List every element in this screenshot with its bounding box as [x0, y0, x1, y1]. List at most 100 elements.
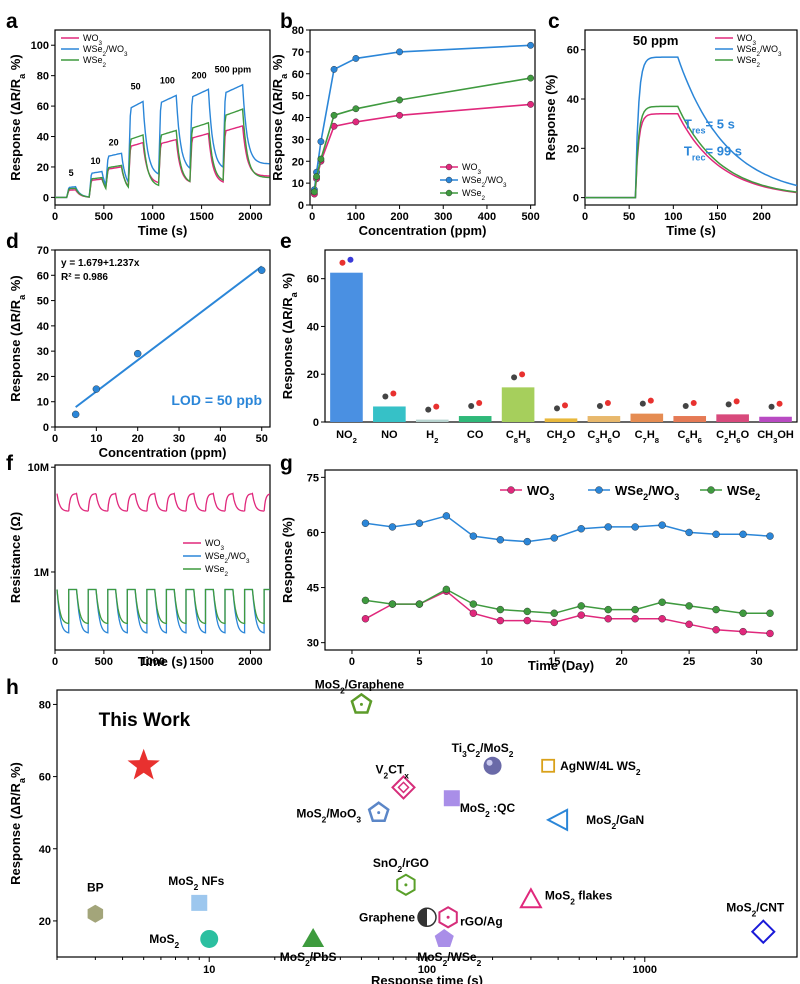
molecule-icon: [339, 259, 346, 266]
molecule-icon: [511, 374, 518, 381]
data-point: [317, 155, 325, 163]
data-point: [469, 532, 478, 540]
y-axis-label: Resistance (Ω): [8, 512, 23, 603]
y-tick-label: 0: [313, 417, 319, 429]
x-axis-label: Time (s): [666, 223, 716, 238]
category-label: CH2O: [547, 429, 576, 445]
x-tick-label: 30: [750, 656, 762, 668]
data-point: [71, 410, 80, 419]
panel-h: 10 100 1000 20 40 60 80 Response (ΔR/Ra%) Respon…: [6, 676, 798, 984]
data-point: [658, 598, 666, 606]
data-point: [352, 105, 360, 113]
this-work-marker: [127, 748, 160, 780]
y-tick-label: 100: [31, 40, 49, 52]
mos2-moo3-marker: [367, 801, 390, 823]
data-point: [631, 605, 639, 614]
legend-marker: [445, 163, 453, 171]
series-line: [55, 108, 270, 199]
data-point: [352, 118, 360, 126]
series-line: [56, 492, 271, 512]
data-point: [523, 616, 531, 625]
legend-label: WSe2: [83, 55, 107, 69]
bar-c7h8: [630, 413, 664, 422]
data-point: [388, 523, 397, 531]
fit-equation: y = 1.679+1.237x: [61, 258, 140, 269]
panel-c: 0 50 100 150 200 0 20 40 60 Response (%) Time (s) c…: [543, 10, 798, 238]
plot-frame: [54, 249, 271, 428]
x-tick-label: 200: [390, 211, 408, 223]
panel-e: 0 20 40 60 Response (ΔR/Ra %) e NO2 NO H2 CO C8H8 C…: [280, 230, 798, 445]
data-point: [712, 626, 720, 634]
x-axis-label: Time (s): [138, 654, 188, 669]
data-point: [523, 537, 531, 546]
agnw-4l-ws2-marker: [541, 758, 556, 773]
lod-label: LOD = 50 ppb: [171, 392, 262, 408]
concentration-label: 50: [131, 81, 141, 91]
y-tick-label: 80: [37, 71, 49, 83]
response-time-label: Tres= 5 s: [684, 117, 735, 136]
concentration-label: 500 ppm: [215, 65, 252, 75]
y-tick-label: 20: [567, 143, 579, 155]
y-tick-label: 80: [39, 699, 51, 711]
molecule-icon: [554, 405, 560, 412]
category-label: NO2: [336, 429, 357, 445]
bar-c3h6o: [587, 416, 621, 422]
rgo-ag-marker: [446, 915, 450, 919]
molecule-icon: [639, 400, 646, 407]
category-label: C7H8: [635, 429, 660, 445]
x-tick-label: 0: [52, 656, 58, 668]
point-label: MoS2/MoO3: [296, 807, 361, 825]
x-tick-label: 200: [752, 211, 770, 223]
data-point: [577, 525, 585, 533]
x-axis-label: Time (s): [138, 223, 188, 238]
legend-label: WSe2/WO3: [615, 483, 679, 502]
concentration-label: 5: [69, 168, 74, 178]
x-tick-label: 150: [708, 211, 726, 223]
data-point: [415, 600, 424, 608]
plot-frame: [324, 249, 798, 423]
y-tick-label: 40: [307, 321, 319, 333]
y-tick-label: 10: [292, 178, 304, 190]
panel-letter: e: [280, 230, 292, 253]
y-tick-label: 1M: [34, 567, 49, 579]
data-point: [631, 615, 639, 623]
category-label: CO: [467, 429, 484, 441]
panel-letter: f: [6, 452, 14, 475]
data-point: [330, 111, 338, 119]
x-tick-label: 1000: [140, 211, 164, 223]
y-tick-label: 20: [37, 371, 49, 383]
y-tick-label: 60: [37, 101, 49, 113]
y-axis-label: Response (ΔR/Ra%): [8, 762, 27, 885]
point-label: MoS2/GaN: [586, 813, 644, 831]
legend-marker: [507, 486, 515, 494]
gas-concentration-label: 50 ppm: [633, 33, 679, 48]
molecule-icon: [390, 390, 397, 397]
mos2-nfs-marker: [191, 894, 208, 911]
molecule-icon: [562, 402, 568, 409]
x-tick-label: 0: [309, 211, 315, 223]
data-point: [604, 615, 612, 623]
category-label: NO: [381, 429, 398, 441]
x-tick-label: 1000: [633, 964, 657, 976]
point-label: MoS2/WSe2: [417, 950, 481, 968]
x-axis-label: Concentration (ppm): [99, 445, 227, 460]
data-point: [658, 615, 666, 623]
data-point: [469, 609, 478, 617]
data-point: [258, 266, 266, 274]
data-point: [658, 521, 666, 529]
molecule-icon: [604, 400, 611, 407]
y-tick-label: 30: [37, 346, 49, 358]
panel-f: 0 500 1000 1500 2000 1M 10M Resistance (Ω) Time …: [6, 452, 271, 669]
y-tick-label: 60: [292, 69, 304, 81]
x-tick-label: 500: [95, 211, 113, 223]
y-axis-label: Response (ΔR/Ra %): [280, 273, 299, 399]
point-label: BP: [87, 881, 104, 895]
x-tick-label: 5: [416, 656, 422, 668]
data-point: [712, 530, 720, 538]
y-axis-label: Response (ΔR/Ra %): [8, 54, 27, 180]
molecule-icon: [647, 397, 654, 404]
panel-letter: g: [280, 452, 293, 475]
legend-label: WSe2/WO3: [205, 551, 250, 565]
molecule-icon: [433, 403, 440, 410]
